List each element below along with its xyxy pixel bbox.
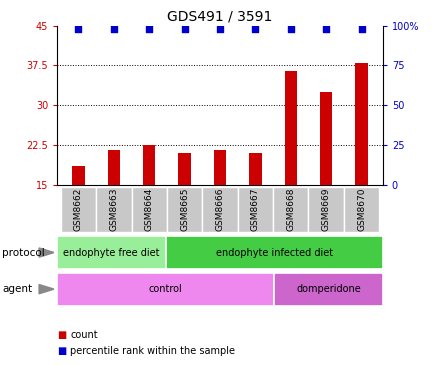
Text: GSM8670: GSM8670 [357,188,366,231]
Point [75,26,82,32]
Text: GSM8668: GSM8668 [286,188,295,231]
Text: GSM8665: GSM8665 [180,188,189,231]
Bar [356,63,368,185]
Bar [238,187,273,232]
Point [181,26,188,32]
Point [323,26,330,32]
Text: endophyte infected diet: endophyte infected diet [216,247,333,258]
Text: GSM8663: GSM8663 [109,188,118,231]
Bar [108,150,120,185]
Text: ■: ■ [57,330,66,340]
Bar [308,187,344,232]
Bar [167,187,202,232]
Bar [344,187,379,232]
Text: domperidone: domperidone [296,284,361,294]
Polygon shape [39,284,54,294]
Bar [274,273,383,306]
Bar [166,236,383,269]
Bar [143,145,155,185]
Bar [285,71,297,185]
Bar [57,273,274,306]
Point [252,26,259,32]
Bar [249,153,262,185]
Text: protocol: protocol [2,247,45,258]
Text: GSM8667: GSM8667 [251,188,260,231]
Title: GDS491 / 3591: GDS491 / 3591 [167,9,273,23]
Text: agent: agent [2,284,32,294]
Text: GSM8662: GSM8662 [74,188,83,231]
Text: GSM8664: GSM8664 [145,188,154,231]
Text: count: count [70,330,98,340]
Bar [61,187,96,232]
Text: control: control [149,284,183,294]
Point [358,26,365,32]
Bar [57,236,166,269]
Point [110,26,117,32]
Bar [273,187,308,232]
Point [287,26,294,32]
Bar [320,92,332,185]
Bar [72,166,84,185]
Bar [96,187,132,232]
Text: GSM8669: GSM8669 [322,188,331,231]
Text: GSM8666: GSM8666 [216,188,224,231]
Bar [202,187,238,232]
Bar [178,153,191,185]
Point [216,26,224,32]
Bar [132,187,167,232]
Text: percentile rank within the sample: percentile rank within the sample [70,346,235,356]
Text: endophyte free diet: endophyte free diet [63,247,160,258]
Text: ■: ■ [57,346,66,356]
Bar [214,150,226,185]
Point [146,26,153,32]
Polygon shape [39,248,54,257]
